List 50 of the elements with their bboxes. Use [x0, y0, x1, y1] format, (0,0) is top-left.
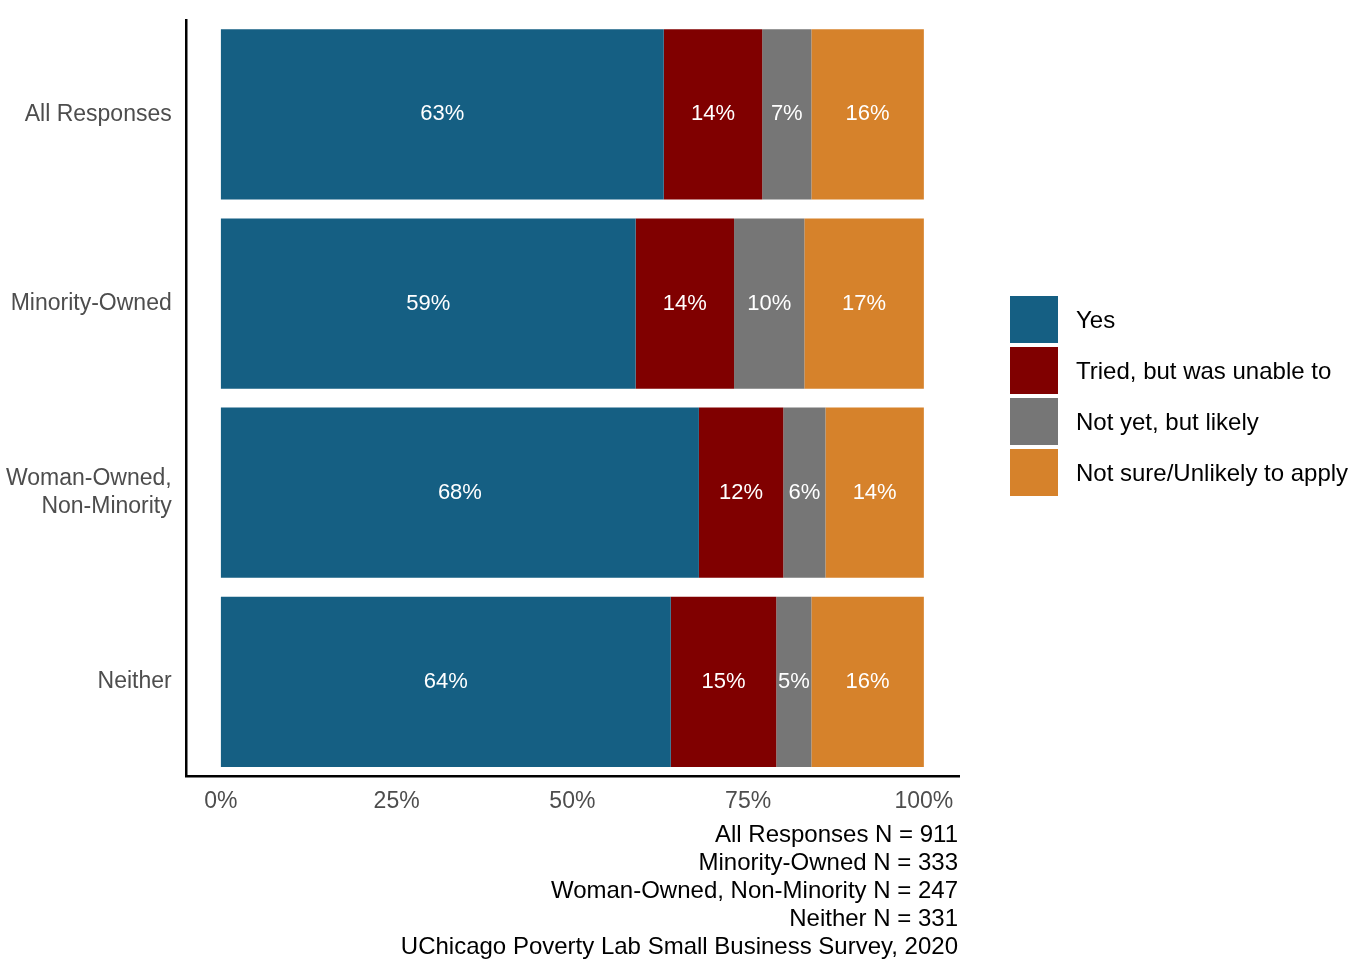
legend-label: Yes [1076, 305, 1116, 334]
data-label: 10% [747, 289, 792, 315]
text: All Responses N = 911 [713, 820, 958, 848]
y-tick-label: Woman-Owned, Non-Minority [5, 464, 173, 518]
bar [811, 596, 924, 767]
legend-label: Not sure/Unlikely to apply [1076, 458, 1349, 487]
bar [220, 596, 671, 767]
data-label: 15% [701, 667, 746, 693]
data-label: 14% [662, 289, 707, 315]
bar [698, 407, 784, 578]
data-label: 6% [788, 478, 821, 504]
x-tick-label: 75% [725, 786, 772, 813]
y-tick-label: Neither [97, 667, 173, 694]
x-tick-label: 25% [373, 786, 420, 813]
data-label: 63% [420, 100, 465, 126]
bar [762, 29, 812, 200]
bar [825, 407, 924, 578]
data-label: 16% [845, 100, 890, 126]
data-label: 17% [842, 289, 887, 315]
text: Woman-Owned, Non-Minority N = 247 [549, 876, 958, 904]
text: Minority-Owned N = 333 [697, 848, 958, 876]
data-label: 12% [719, 478, 764, 504]
x-tick-label: 0% [204, 786, 238, 813]
bar [670, 596, 777, 767]
y-tick-label: All Responses [24, 99, 172, 126]
y-tick-label: Minority-Owned [10, 288, 172, 315]
legend-label: Not yet, but likely [1076, 407, 1259, 436]
data-label: 14% [690, 100, 735, 126]
bar [734, 218, 805, 389]
bar [220, 218, 636, 389]
data-label: 59% [406, 289, 451, 315]
text: UChicago Poverty Lab Small Business Survey, 2020 [399, 932, 958, 960]
x-tick-label: 100% [894, 786, 954, 813]
data-label: 14% [852, 478, 897, 504]
x-tick-label: 50% [549, 786, 596, 813]
bar [776, 596, 812, 767]
text: Neither N = 331 [788, 904, 958, 932]
bar [811, 29, 924, 200]
bar [220, 29, 664, 200]
bar [635, 218, 735, 389]
data-label: 64% [423, 667, 468, 693]
bar [804, 218, 924, 389]
bar [220, 407, 699, 578]
data-label: 5% [777, 667, 810, 693]
data-label: 7% [770, 100, 803, 126]
data-label: 16% [845, 667, 890, 693]
legend-label: Tried, but was unable to [1076, 356, 1332, 385]
data-label: 68% [437, 478, 482, 504]
bar [663, 29, 763, 200]
bar [783, 407, 826, 578]
